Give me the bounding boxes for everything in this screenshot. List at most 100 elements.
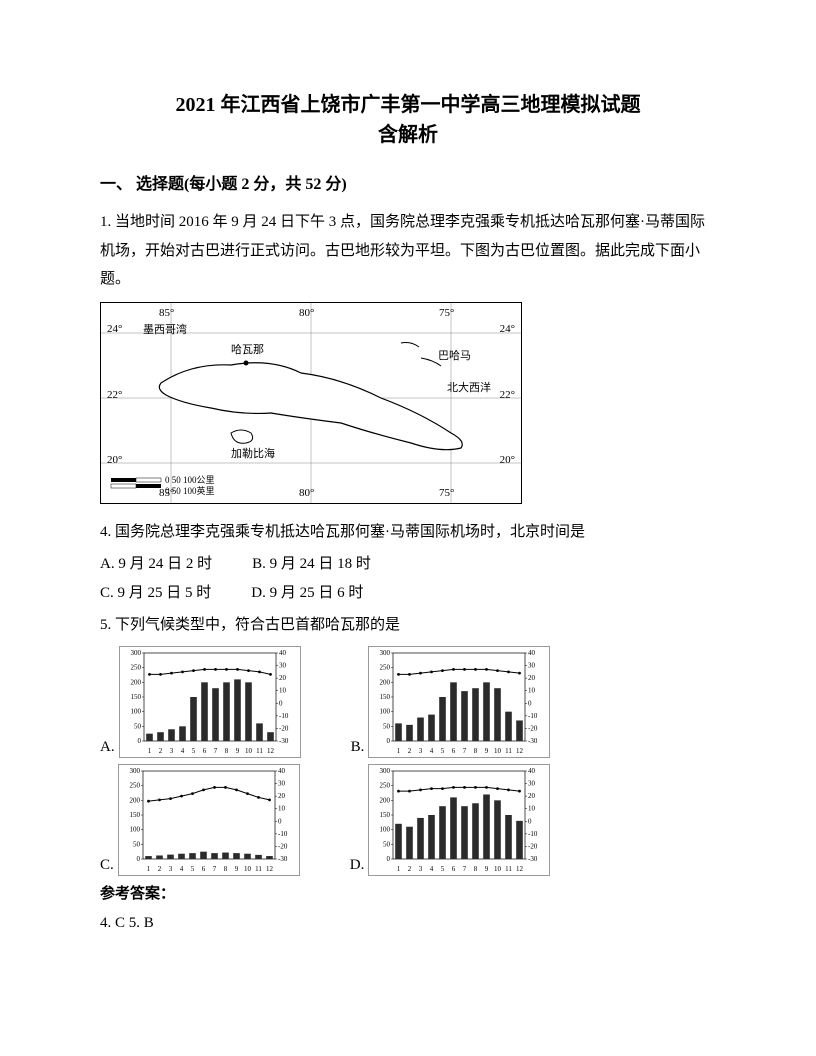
svg-text:11: 11 (505, 865, 512, 873)
svg-text:-20: -20 (528, 724, 538, 732)
svg-text:50: 50 (383, 722, 391, 730)
chart-A: 050100150200250300-30-20-100102030401234… (119, 646, 301, 758)
title-line2: 含解析 (100, 120, 716, 150)
q5-stem: 5. 下列气候类型中，符合古巴首都哈瓦那的是 (100, 611, 716, 640)
svg-text:12: 12 (266, 865, 274, 873)
svg-text:150: 150 (130, 693, 141, 701)
svg-text:200: 200 (380, 678, 391, 686)
opt-D: D. (350, 857, 365, 876)
svg-text:-30: -30 (278, 855, 288, 863)
svg-text:7: 7 (463, 865, 467, 873)
svg-text:3: 3 (419, 865, 423, 873)
q4-A: A. 9 月 24 日 2 时 (100, 550, 212, 579)
svg-text:9: 9 (235, 747, 239, 755)
cuba-map: 24° 22° 20° 24° 22° 20° 85° 80° 75° 85° … (100, 302, 522, 504)
svg-text:6: 6 (202, 747, 206, 755)
svg-text:4: 4 (180, 747, 184, 755)
svg-text:5: 5 (191, 747, 195, 755)
answers: 4. C 5. B (100, 915, 716, 932)
svg-text:10: 10 (494, 747, 502, 755)
q1-intro: 1. 当地时间 2016 年 9 月 24 日下午 3 点，国务院总理李克强乘专… (100, 208, 716, 294)
lat-22-r: 22° (500, 389, 515, 401)
svg-text:10: 10 (278, 804, 286, 812)
svg-text:8: 8 (474, 747, 478, 755)
svg-text:8: 8 (224, 747, 228, 755)
svg-text:-30: -30 (528, 737, 538, 745)
lon-85: 85° (159, 307, 174, 319)
svg-text:300: 300 (129, 767, 140, 775)
svg-text:30: 30 (279, 661, 287, 669)
svg-text:-10: -10 (528, 829, 538, 837)
svg-text:5: 5 (441, 747, 445, 755)
title-line1: 2021 年江西省上饶市广丰第一中学高三地理模拟试题 (100, 90, 716, 120)
svg-text:200: 200 (380, 796, 391, 804)
q4-row1: A. 9 月 24 日 2 时 B. 9 月 24 日 18 时 (100, 550, 716, 579)
svg-text:11: 11 (256, 747, 263, 755)
svg-text:250: 250 (380, 781, 391, 789)
svg-text:200: 200 (129, 796, 140, 804)
svg-text:0: 0 (528, 699, 532, 707)
page-title: 2021 年江西省上饶市广丰第一中学高三地理模拟试题 含解析 (100, 90, 716, 150)
svg-text:2: 2 (408, 865, 412, 873)
svg-text:0: 0 (279, 699, 283, 707)
lat-24-r: 24° (500, 323, 515, 335)
svg-text:30: 30 (278, 779, 286, 787)
chart-C: 050100150200250300-30-20-100102030401234… (118, 764, 300, 876)
svg-text:-20: -20 (528, 842, 538, 850)
svg-text:3: 3 (169, 747, 173, 755)
caribbean-label: 加勒比海 (231, 445, 275, 461)
svg-text:10: 10 (244, 865, 252, 873)
svg-text:-10: -10 (279, 711, 289, 719)
lon-80: 80° (299, 307, 314, 319)
svg-text:6: 6 (452, 865, 456, 873)
section-header: 一、 选择题(每小题 2 分，共 52 分) (100, 170, 716, 194)
opt-A: A. (100, 739, 115, 758)
svg-text:20: 20 (528, 792, 536, 800)
lon-75: 75° (439, 307, 454, 319)
opt-B: B. (351, 739, 365, 758)
gulf-label: 墨西哥湾 (143, 321, 187, 337)
lon-80b: 80° (299, 487, 314, 499)
svg-text:20: 20 (279, 674, 287, 682)
svg-text:20: 20 (528, 674, 536, 682)
svg-text:0: 0 (278, 817, 282, 825)
svg-text:10: 10 (528, 686, 536, 694)
chart-row-1: A. 050100150200250300-30-20-100102030401… (100, 646, 716, 758)
svg-text:250: 250 (130, 663, 141, 671)
chart-D: 050100150200250300-30-20-100102030401234… (368, 764, 550, 876)
svg-text:10: 10 (279, 686, 287, 694)
svg-text:0: 0 (137, 737, 141, 745)
svg-text:200: 200 (130, 678, 141, 686)
svg-text:300: 300 (130, 649, 141, 657)
svg-text:-10: -10 (528, 711, 538, 719)
svg-text:30: 30 (528, 779, 536, 787)
lat-24-l: 24° (107, 323, 122, 335)
svg-text:12: 12 (267, 747, 275, 755)
chart-B: 050100150200250300-30-20-100102030401234… (368, 646, 550, 758)
svg-text:12: 12 (516, 865, 524, 873)
svg-text:2: 2 (408, 747, 412, 755)
svg-text:300: 300 (380, 767, 391, 775)
svg-text:2: 2 (158, 747, 162, 755)
opt-C: C. (100, 857, 114, 876)
q4-row2: C. 9 月 25 日 5 时 D. 9 月 25 日 6 时 (100, 579, 716, 608)
q4-C: C. 9 月 25 日 5 时 (100, 579, 211, 608)
svg-text:40: 40 (528, 767, 536, 775)
svg-text:50: 50 (383, 840, 391, 848)
bahamas-label: 巴哈马 (438, 347, 471, 363)
atlantic-label: 北大西洋 (447, 379, 491, 395)
svg-text:-30: -30 (279, 737, 289, 745)
answers-label: 参考答案： (100, 882, 716, 903)
svg-text:100: 100 (129, 825, 140, 833)
svg-text:1: 1 (147, 747, 151, 755)
q4-D: D. 9 月 25 日 6 时 (251, 579, 363, 608)
svg-text:150: 150 (380, 693, 391, 701)
svg-text:20: 20 (278, 792, 286, 800)
svg-text:5: 5 (441, 865, 445, 873)
svg-text:7: 7 (463, 747, 467, 755)
lat-22-l: 22° (107, 389, 122, 401)
svg-text:100: 100 (380, 707, 391, 715)
svg-text:11: 11 (505, 747, 512, 755)
lon-75b: 75° (439, 487, 454, 499)
svg-text:30: 30 (528, 661, 536, 669)
